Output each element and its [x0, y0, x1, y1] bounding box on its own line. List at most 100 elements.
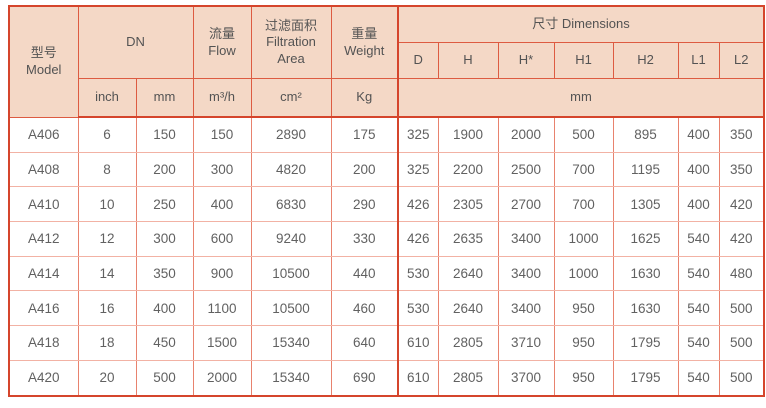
- header-unit-flow: m³/h: [192, 78, 252, 118]
- dn-inch-cell: 18: [77, 325, 137, 361]
- dim-h2-cell: 895: [612, 116, 679, 153]
- dim-hstar-cell: 2700: [497, 186, 555, 223]
- dn-mm-cell: 350: [135, 255, 194, 292]
- dn-inch-cell: 16: [77, 290, 137, 327]
- model-cell: A412: [8, 221, 79, 257]
- dim-d-cell: 426: [397, 186, 439, 223]
- dn-mm-cell: 250: [135, 186, 194, 223]
- dim-l2-cell: 350: [718, 116, 765, 153]
- dim-d-cell: 610: [397, 325, 439, 361]
- dn-inch-cell: 6: [77, 116, 137, 153]
- dim-l1-cell: 400: [677, 116, 720, 153]
- header-dim-d: D: [397, 42, 439, 79]
- header-unit-mm: mm: [135, 78, 194, 118]
- model-cell: A410: [8, 186, 79, 223]
- header-dim-h1: H1: [553, 42, 614, 79]
- area-cell: 4820: [250, 151, 332, 188]
- header-dim-hstar: H*: [497, 42, 555, 79]
- flow-cell: 1100: [192, 290, 252, 327]
- dim-h1-cell: 700: [553, 186, 614, 223]
- header-unit-area: cm²: [250, 78, 332, 118]
- weight-cell: 460: [330, 290, 399, 327]
- header-row-dim-columns: D H H* H1 H2 L1 L2: [9, 42, 765, 79]
- dim-l2-cell: 420: [718, 186, 765, 223]
- dim-hstar-cell: 3400: [497, 221, 555, 257]
- dim-h-cell: 2305: [437, 186, 499, 223]
- header-unit-weight: Kg: [330, 78, 399, 118]
- header-row-groups: 型号 Model DN 流量 Flow 过滤面积 Filtration Area…: [8, 5, 765, 118]
- dim-h-cell: 2805: [437, 359, 499, 397]
- header-unit-inch: inch: [77, 78, 137, 118]
- table-row: A406 6 150 150 2890 175 325 1900 2000 50…: [8, 116, 765, 153]
- dim-h-cell: 2805: [437, 325, 499, 361]
- dim-h1-cell: 500: [553, 116, 614, 153]
- header-dim-h2: H2: [612, 42, 679, 79]
- dim-d-cell: 426: [397, 221, 439, 257]
- table-row: A416 16 400 1100 10500 460 530 2640 3400…: [8, 290, 765, 327]
- flow-cell: 150: [192, 116, 252, 153]
- dim-h2-cell: 1195: [612, 151, 679, 188]
- dim-l1-cell: 540: [677, 255, 720, 292]
- weight-cell: 640: [330, 325, 399, 361]
- dim-hstar-cell: 3400: [497, 255, 555, 292]
- spec-table-container: 型号 Model DN 流量 Flow 过滤面积 Filtration Area…: [8, 5, 765, 397]
- area-cell: 10500: [250, 290, 332, 327]
- header-weight: 重量 Weight: [330, 5, 399, 79]
- table-row: A420 20 500 2000 15340 690 610 2805 3700…: [8, 359, 765, 397]
- table-row: A410 10 250 400 6830 290 426 2305 2700 7…: [8, 186, 765, 223]
- header-filtration-area: 过滤面积 Filtration Area: [250, 5, 332, 79]
- spec-table: 型号 Model DN 流量 Flow 过滤面积 Filtration Area…: [8, 5, 765, 397]
- dn-mm-cell: 400: [135, 290, 194, 327]
- header-dim-h: H: [437, 42, 499, 79]
- header-unit-dims: mm: [397, 78, 765, 118]
- dim-l2-cell: 500: [718, 359, 765, 397]
- dim-h1-cell: 1000: [553, 255, 614, 292]
- table-body: A406 6 150 150 2890 175 325 1900 2000 50…: [8, 116, 765, 397]
- dim-h-cell: 2640: [437, 290, 499, 327]
- model-cell: A416: [8, 290, 79, 327]
- header-dimensions: 尺寸 Dimensions: [397, 5, 765, 43]
- weight-cell: 175: [330, 116, 399, 153]
- header-row-units: inch mm m³/h cm² Kg mm: [9, 78, 765, 118]
- dim-h1-cell: 950: [553, 290, 614, 327]
- weight-cell: 290: [330, 186, 399, 223]
- dim-l1-cell: 540: [677, 221, 720, 257]
- dim-h2-cell: 1625: [612, 221, 679, 257]
- dim-d-cell: 610: [397, 359, 439, 397]
- dim-l1-cell: 540: [677, 359, 720, 397]
- dn-mm-cell: 200: [135, 151, 194, 188]
- dim-h-cell: 2200: [437, 151, 499, 188]
- weight-cell: 200: [330, 151, 399, 188]
- dim-l2-cell: 500: [718, 290, 765, 327]
- dn-inch-cell: 8: [77, 151, 137, 188]
- dim-h1-cell: 1000: [553, 221, 614, 257]
- table-row: A418 18 450 1500 15340 640 610 2805 3710…: [8, 325, 765, 361]
- dim-h2-cell: 1305: [612, 186, 679, 223]
- dim-l1-cell: 400: [677, 186, 720, 223]
- dim-l1-cell: 400: [677, 151, 720, 188]
- dim-h-cell: 2635: [437, 221, 499, 257]
- area-cell: 10500: [250, 255, 332, 292]
- dim-l2-cell: 350: [718, 151, 765, 188]
- dim-h2-cell: 1795: [612, 359, 679, 397]
- dim-hstar-cell: 3710: [497, 325, 555, 361]
- dim-d-cell: 325: [397, 116, 439, 153]
- header-dim-l2: L2: [718, 42, 765, 79]
- dim-d-cell: 530: [397, 255, 439, 292]
- area-cell: 15340: [250, 325, 332, 361]
- dn-mm-cell: 450: [135, 325, 194, 361]
- flow-cell: 400: [192, 186, 252, 223]
- dim-hstar-cell: 2000: [497, 116, 555, 153]
- dim-h-cell: 1900: [437, 116, 499, 153]
- dn-mm-cell: 500: [135, 359, 194, 397]
- dim-h2-cell: 1630: [612, 290, 679, 327]
- table-header: 型号 Model DN 流量 Flow 过滤面积 Filtration Area…: [8, 5, 765, 118]
- flow-cell: 2000: [192, 359, 252, 397]
- dn-mm-cell: 150: [135, 116, 194, 153]
- flow-cell: 600: [192, 221, 252, 257]
- table-row: A408 8 200 300 4820 200 325 2200 2500 70…: [8, 151, 765, 188]
- header-dim-l1: L1: [677, 42, 720, 79]
- area-cell: 9240: [250, 221, 332, 257]
- dim-h2-cell: 1630: [612, 255, 679, 292]
- dn-mm-cell: 300: [135, 221, 194, 257]
